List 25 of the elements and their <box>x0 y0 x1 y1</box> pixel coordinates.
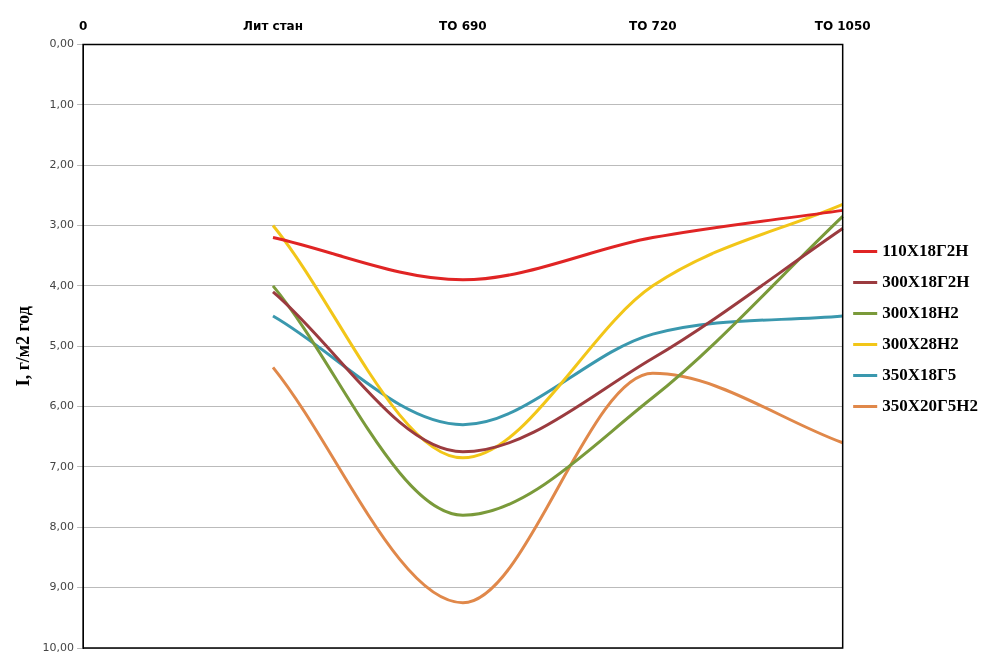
legend-label: 350Х20Г5Н2 <box>882 395 979 415</box>
legend-label: 350Х18Г5 <box>882 364 957 384</box>
y-tick-label: 6,00 <box>49 399 75 413</box>
y-tick-label: 10,00 <box>42 640 75 654</box>
legend-label: 300Х18Н2 <box>882 302 959 322</box>
legend-label: 300Х18Г2Н <box>882 271 970 291</box>
legend-label: 300Х28Н2 <box>882 333 959 353</box>
x-tick-label: ТО 1050 <box>814 19 871 34</box>
y-tick-label: 5,00 <box>49 339 75 353</box>
y-tick-label: 0,00 <box>49 37 75 51</box>
y-axis-title: I, г/м2 год <box>13 306 34 387</box>
y-tick-label: 8,00 <box>49 520 75 534</box>
y-tick-label: 9,00 <box>49 580 75 594</box>
line-series <box>271 365 845 605</box>
x-tick-label: ТО 690 <box>439 19 487 34</box>
y-tick-label: 3,00 <box>49 218 75 232</box>
line-series <box>271 214 845 517</box>
x-tick-label: ТО 720 <box>628 19 677 34</box>
y-tick-label: 2,00 <box>49 157 75 171</box>
y-tick-label: 4,00 <box>49 278 75 292</box>
y-tick-label: 7,00 <box>49 459 75 473</box>
x-tick-label: 0 <box>78 19 88 34</box>
y-tick-label: 1,00 <box>49 97 75 111</box>
legend-label: 110Х18Г2Н <box>882 240 969 260</box>
x-tick-label: Лит стан <box>243 19 303 34</box>
